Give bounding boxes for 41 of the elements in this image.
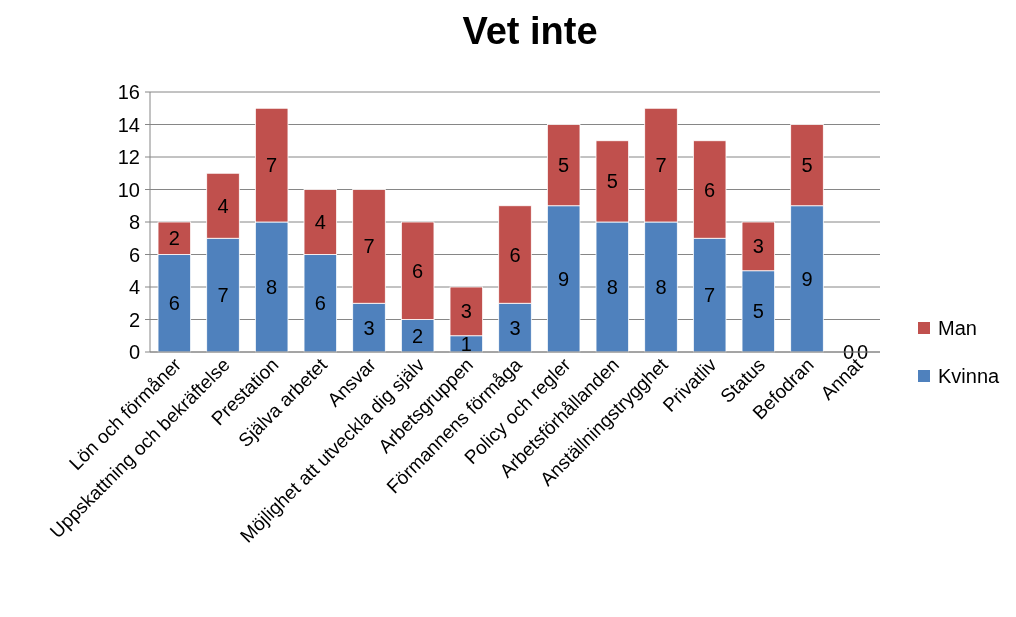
data-label: 4 <box>217 194 229 217</box>
data-label: 4 <box>314 211 326 233</box>
y-tick-label: 2 <box>128 308 140 331</box>
data-label: 7 <box>217 284 229 307</box>
data-label: 7 <box>655 154 667 177</box>
data-label: 6 <box>314 292 326 315</box>
y-tick-label: 8 <box>128 211 140 233</box>
data-label: 3 <box>509 316 521 339</box>
y-tick-label: 14 <box>117 113 140 136</box>
chart-title: Vet inte <box>462 10 598 52</box>
data-label: 7 <box>704 284 716 307</box>
data-label: 9 <box>558 267 570 290</box>
data-label: 8 <box>606 276 618 298</box>
data-label: 6 <box>509 243 521 266</box>
data-label: 3 <box>752 235 764 258</box>
y-tick-label: 12 <box>117 146 140 168</box>
data-label: 5 <box>606 170 618 193</box>
y-tick-label: 0 <box>128 341 140 363</box>
legend-label: Man <box>938 317 977 339</box>
data-label: 6 <box>704 178 716 201</box>
data-label: 2 <box>412 324 424 347</box>
data-label: 2 <box>168 227 180 250</box>
data-label: 6 <box>412 259 424 282</box>
data-label: 7 <box>363 235 375 258</box>
data-label: 8 <box>266 276 278 298</box>
y-tick-label: 10 <box>117 178 140 201</box>
data-label: 5 <box>558 154 570 177</box>
data-label: 6 <box>168 292 180 315</box>
y-tick-label: 16 <box>117 81 140 103</box>
data-label: 1 <box>460 332 472 355</box>
y-tick-label: 4 <box>128 276 140 298</box>
data-label: 0 <box>857 341 869 363</box>
data-label: 9 <box>801 267 813 290</box>
data-label: 5 <box>752 300 764 323</box>
legend-label: Kvinna <box>938 365 1001 387</box>
y-tick-label: 6 <box>128 243 140 266</box>
data-label: 8 <box>655 276 667 298</box>
data-label: 3 <box>363 316 375 339</box>
data-label: 5 <box>801 154 813 177</box>
data-label: 3 <box>460 300 472 323</box>
data-label: 7 <box>266 154 278 177</box>
